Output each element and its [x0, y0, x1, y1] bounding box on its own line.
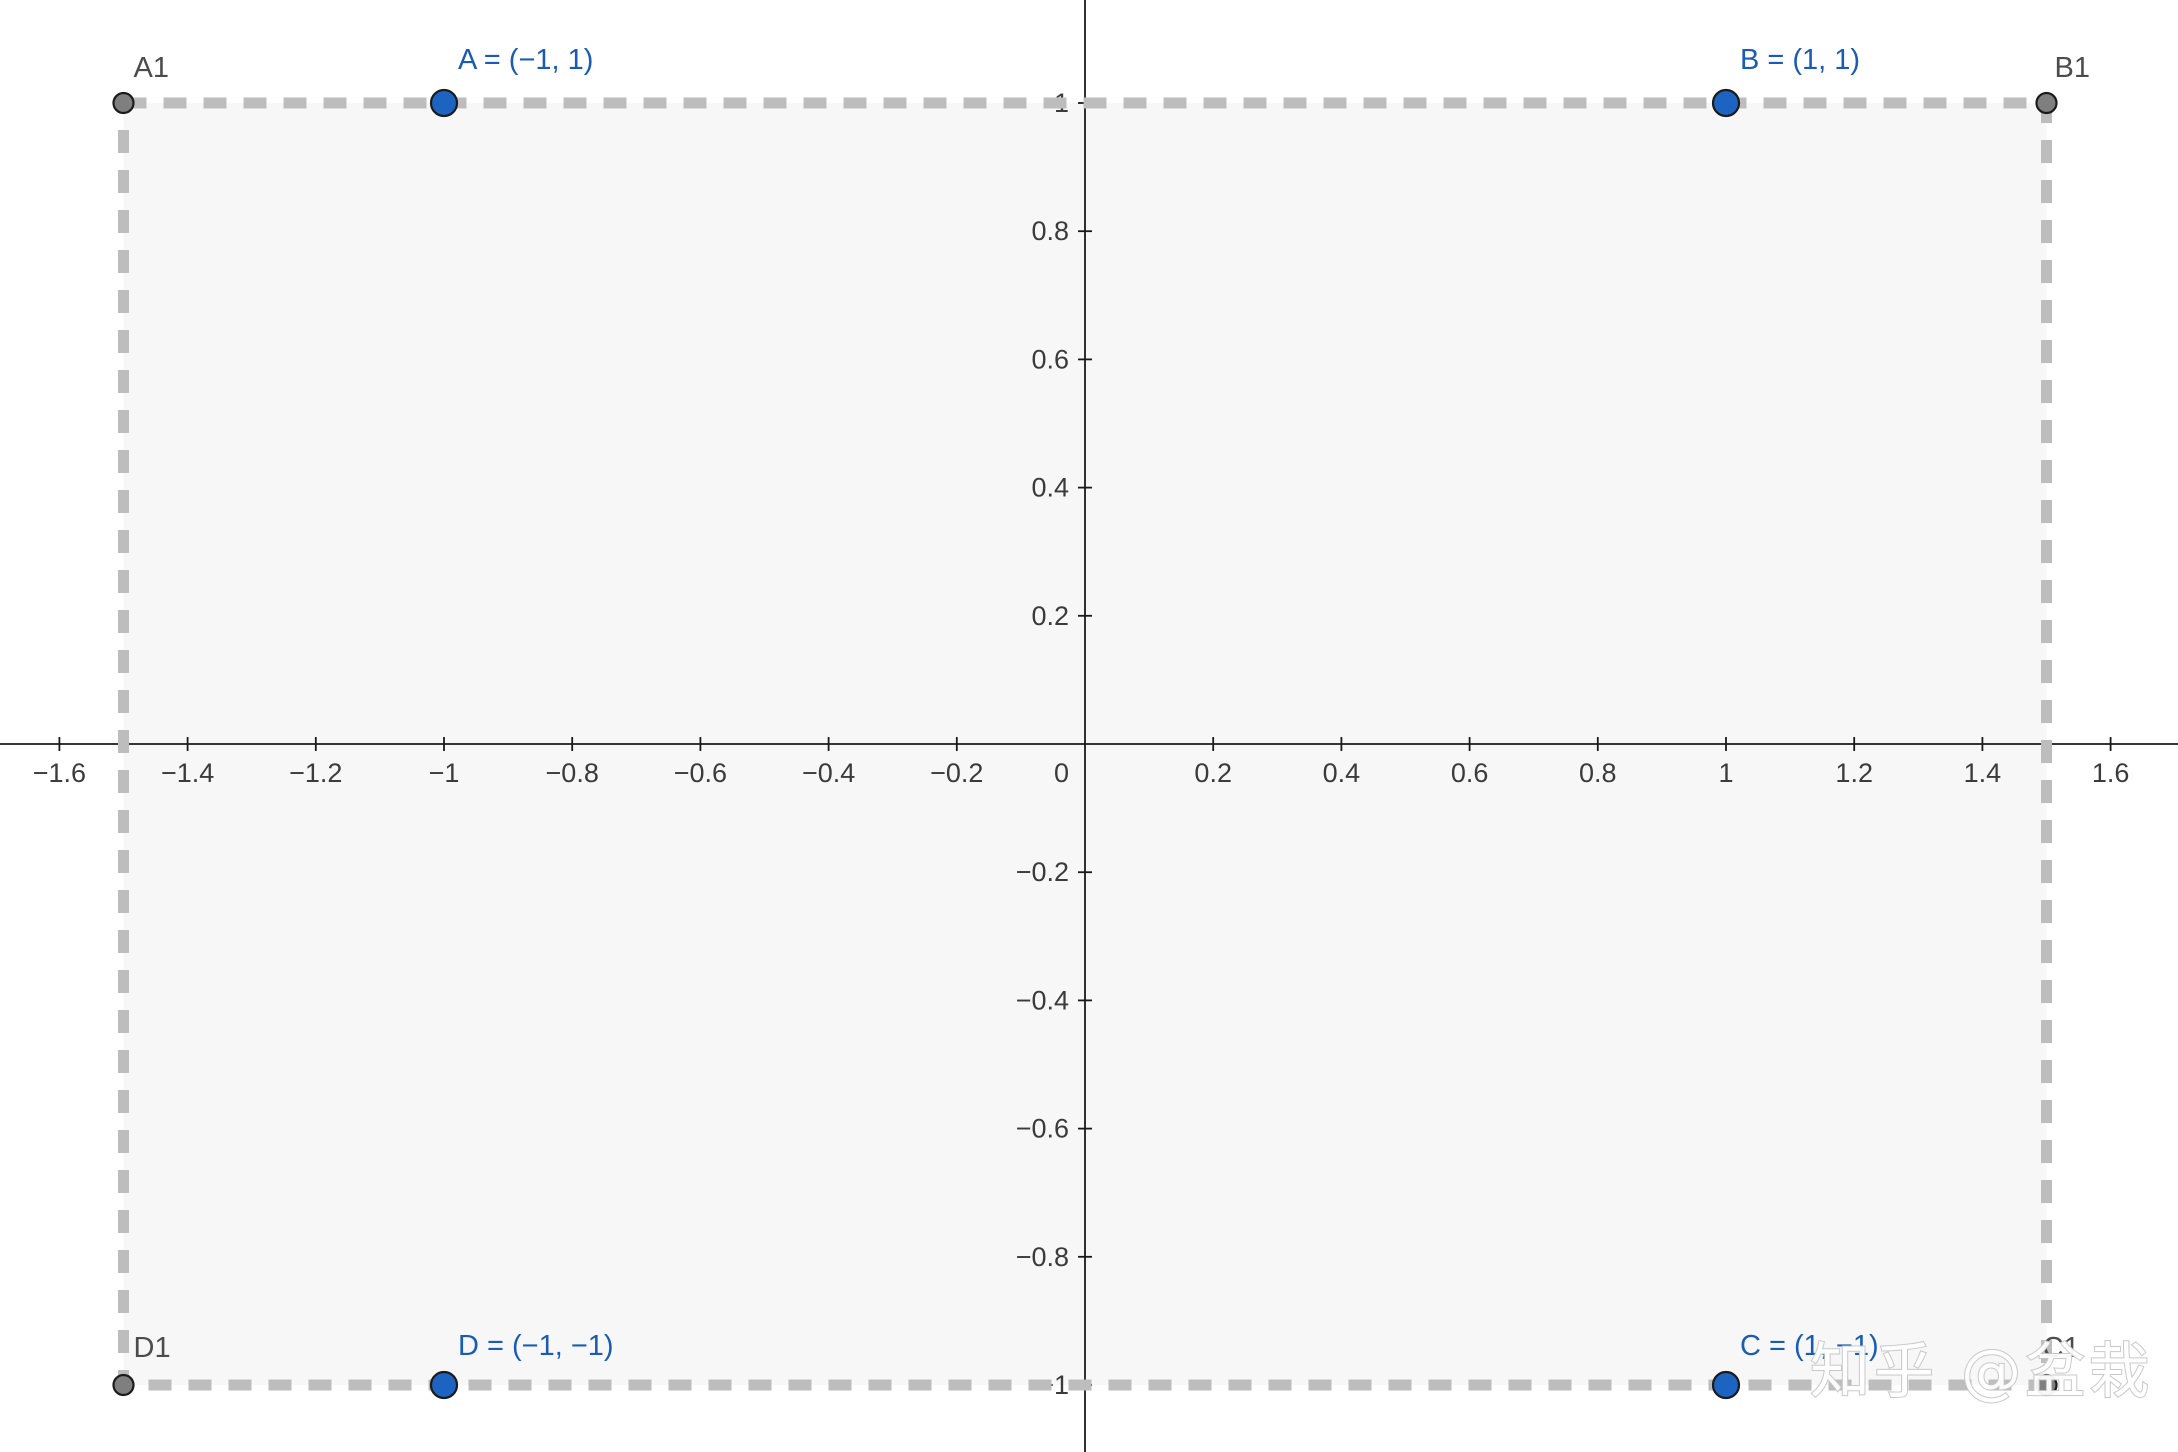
- point-C1[interactable]: [2035, 1373, 2058, 1397]
- x-tick-label-4: −0.8: [546, 758, 599, 788]
- x-tick-label-11: 0.8: [1579, 758, 1617, 788]
- point-A1-label: A1: [134, 52, 169, 84]
- x-tick-label-10: 0.6: [1451, 758, 1489, 788]
- x-tick-label-14: 1.4: [1964, 758, 2002, 788]
- y-tick-label-1: 0.8: [1031, 216, 1069, 246]
- point-B1-label: B1: [2055, 52, 2090, 84]
- point-D1-label: D1: [134, 1332, 171, 1364]
- y-tick-label-6: −0.4: [1016, 985, 1069, 1015]
- x-tick-label-15: 1.6: [2092, 758, 2130, 788]
- x-tick-label-7: −0.2: [930, 758, 983, 788]
- y-tick-label-8: −0.8: [1016, 1242, 1069, 1272]
- y-tick-label-7: −0.6: [1016, 1114, 1069, 1144]
- point-B-label: B = (1, 1): [1740, 44, 1860, 76]
- x-tick-label-5: −0.6: [674, 758, 727, 788]
- x-tick-label-1: −1.4: [161, 758, 214, 788]
- y-tick-label-5: −0.2: [1016, 857, 1069, 887]
- y-tick-label-3: 0.4: [1031, 473, 1069, 503]
- x-tick-label-9: 0.4: [1323, 758, 1361, 788]
- x-tick-label-2: −1.2: [289, 758, 342, 788]
- y-tick-label-4: 0.2: [1031, 601, 1069, 631]
- y-tick-label-2: 0.6: [1031, 344, 1069, 374]
- point-B1[interactable]: [2035, 91, 2058, 115]
- x-tick-label-13: 1.2: [1835, 758, 1873, 788]
- point-A-label: A = (−1, 1): [458, 44, 593, 76]
- point-C[interactable]: [1711, 1370, 1741, 1400]
- x-tick-label-0: −1.6: [33, 758, 86, 788]
- point-D-label: D = (−1, −1): [458, 1330, 614, 1362]
- point-C1-label: C1: [2043, 1332, 2080, 1364]
- point-B[interactable]: [1711, 88, 1741, 118]
- point-A1[interactable]: [112, 91, 135, 115]
- x-tick-label-8: 0.2: [1194, 758, 1232, 788]
- x-tick-label-3: −1: [429, 758, 460, 788]
- origin-label: 0: [1054, 758, 1069, 788]
- x-tick-label-6: −0.4: [802, 758, 855, 788]
- watermark: 知乎 @盆栽: [1810, 1337, 2153, 1407]
- point-C-label: C = (1, −1): [1740, 1330, 1879, 1362]
- point-D1[interactable]: [112, 1373, 135, 1397]
- x-tick-label-12: 1: [1718, 758, 1733, 788]
- point-A[interactable]: [429, 88, 459, 118]
- point-D[interactable]: [429, 1370, 459, 1400]
